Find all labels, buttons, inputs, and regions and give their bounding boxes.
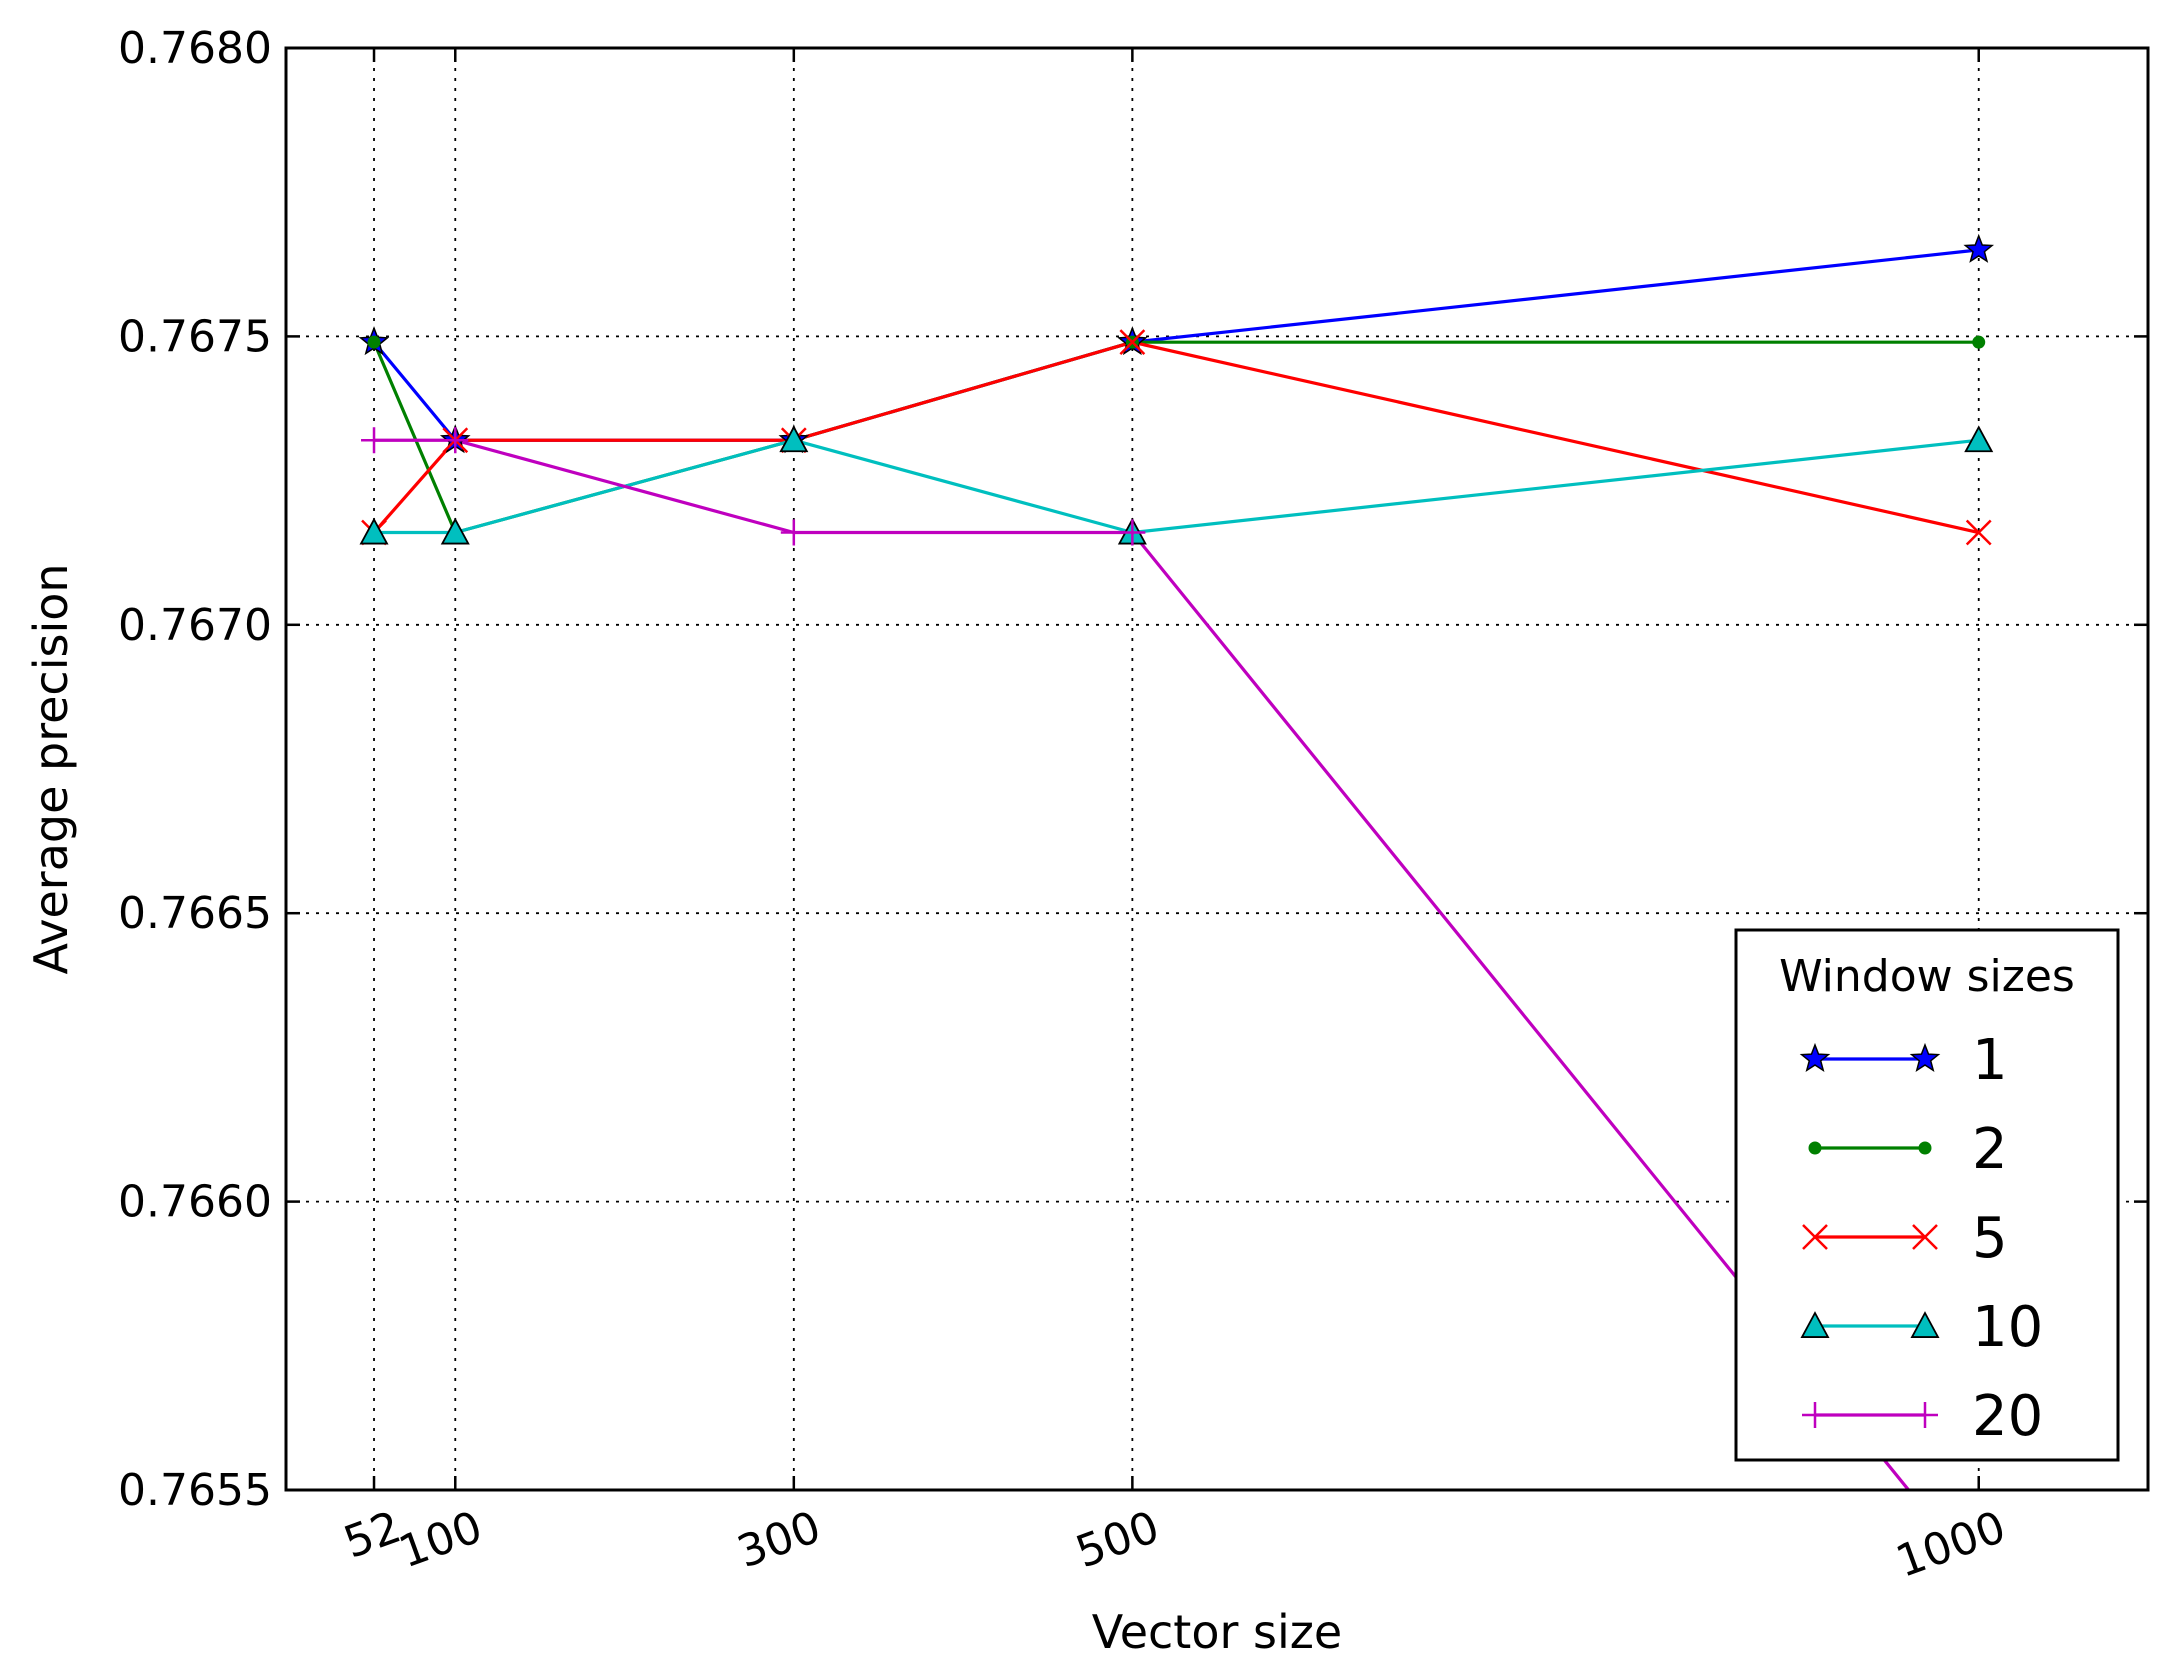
legend-box <box>1734 928 2120 1462</box>
legend-marker-20 <box>1802 1402 1828 1428</box>
data-point-1 <box>1963 233 1995 263</box>
legend-marker-5 <box>1802 1224 1828 1250</box>
y-tick-label: 0.7675 <box>118 311 272 362</box>
data-point-10 <box>359 517 389 545</box>
legend-marker-1 <box>1909 1042 1941 1073</box>
legend-marker-20 <box>1912 1402 1938 1428</box>
data-point-10 <box>1964 425 1994 453</box>
x-axis-title: Vector size <box>1092 1605 1342 1659</box>
legend-marker-2 <box>1918 1141 1932 1155</box>
legend-label-1: 1 <box>1972 1028 2008 1093</box>
data-point-10 <box>779 425 809 453</box>
y-axis-title: Average precision <box>24 563 78 974</box>
series-lines <box>358 233 1995 1490</box>
legend-marker-10 <box>1800 1311 1830 1338</box>
data-point-20 <box>780 519 807 546</box>
plot-frame <box>284 46 2150 1492</box>
legend-marker-10 <box>1910 1311 1940 1338</box>
data-point-20 <box>442 427 469 454</box>
data-point-5 <box>1119 329 1146 356</box>
y-tick-label: 0.7680 <box>118 23 272 74</box>
legend-marker-5 <box>1912 1224 1938 1250</box>
y-tick-labels: 0.7655 0.7660 0.7665 0.7670 0.7675 0.7680 <box>118 23 272 1516</box>
y-tick-label: 0.7665 <box>118 888 272 939</box>
legend-label-2: 2 <box>1972 1117 2008 1182</box>
y-tick-label: 0.7655 <box>118 1465 272 1516</box>
data-point-20 <box>361 427 388 454</box>
data-point-5 <box>1965 519 1992 546</box>
legend-title: Window sizes <box>1779 951 2075 1002</box>
legend-label-10: 10 <box>1972 1295 2043 1360</box>
data-point-2 <box>367 335 381 349</box>
y-tick-label: 0.7670 <box>118 600 272 651</box>
legend-marker-1 <box>1799 1042 1831 1073</box>
legend-label-5: 5 <box>1972 1206 2008 1271</box>
legend-label-20: 20 <box>1972 1384 2043 1449</box>
data-point-10 <box>440 517 470 545</box>
axis-ticks <box>286 46 2148 1492</box>
data-point-2 <box>1972 335 1986 349</box>
y-tick-label: 0.7660 <box>118 1177 272 1228</box>
data-point-20 <box>1119 519 1146 546</box>
legend: Window sizes 1 2 5 10 20 <box>1734 928 2120 1462</box>
legend-marker-2 <box>1808 1141 1822 1155</box>
